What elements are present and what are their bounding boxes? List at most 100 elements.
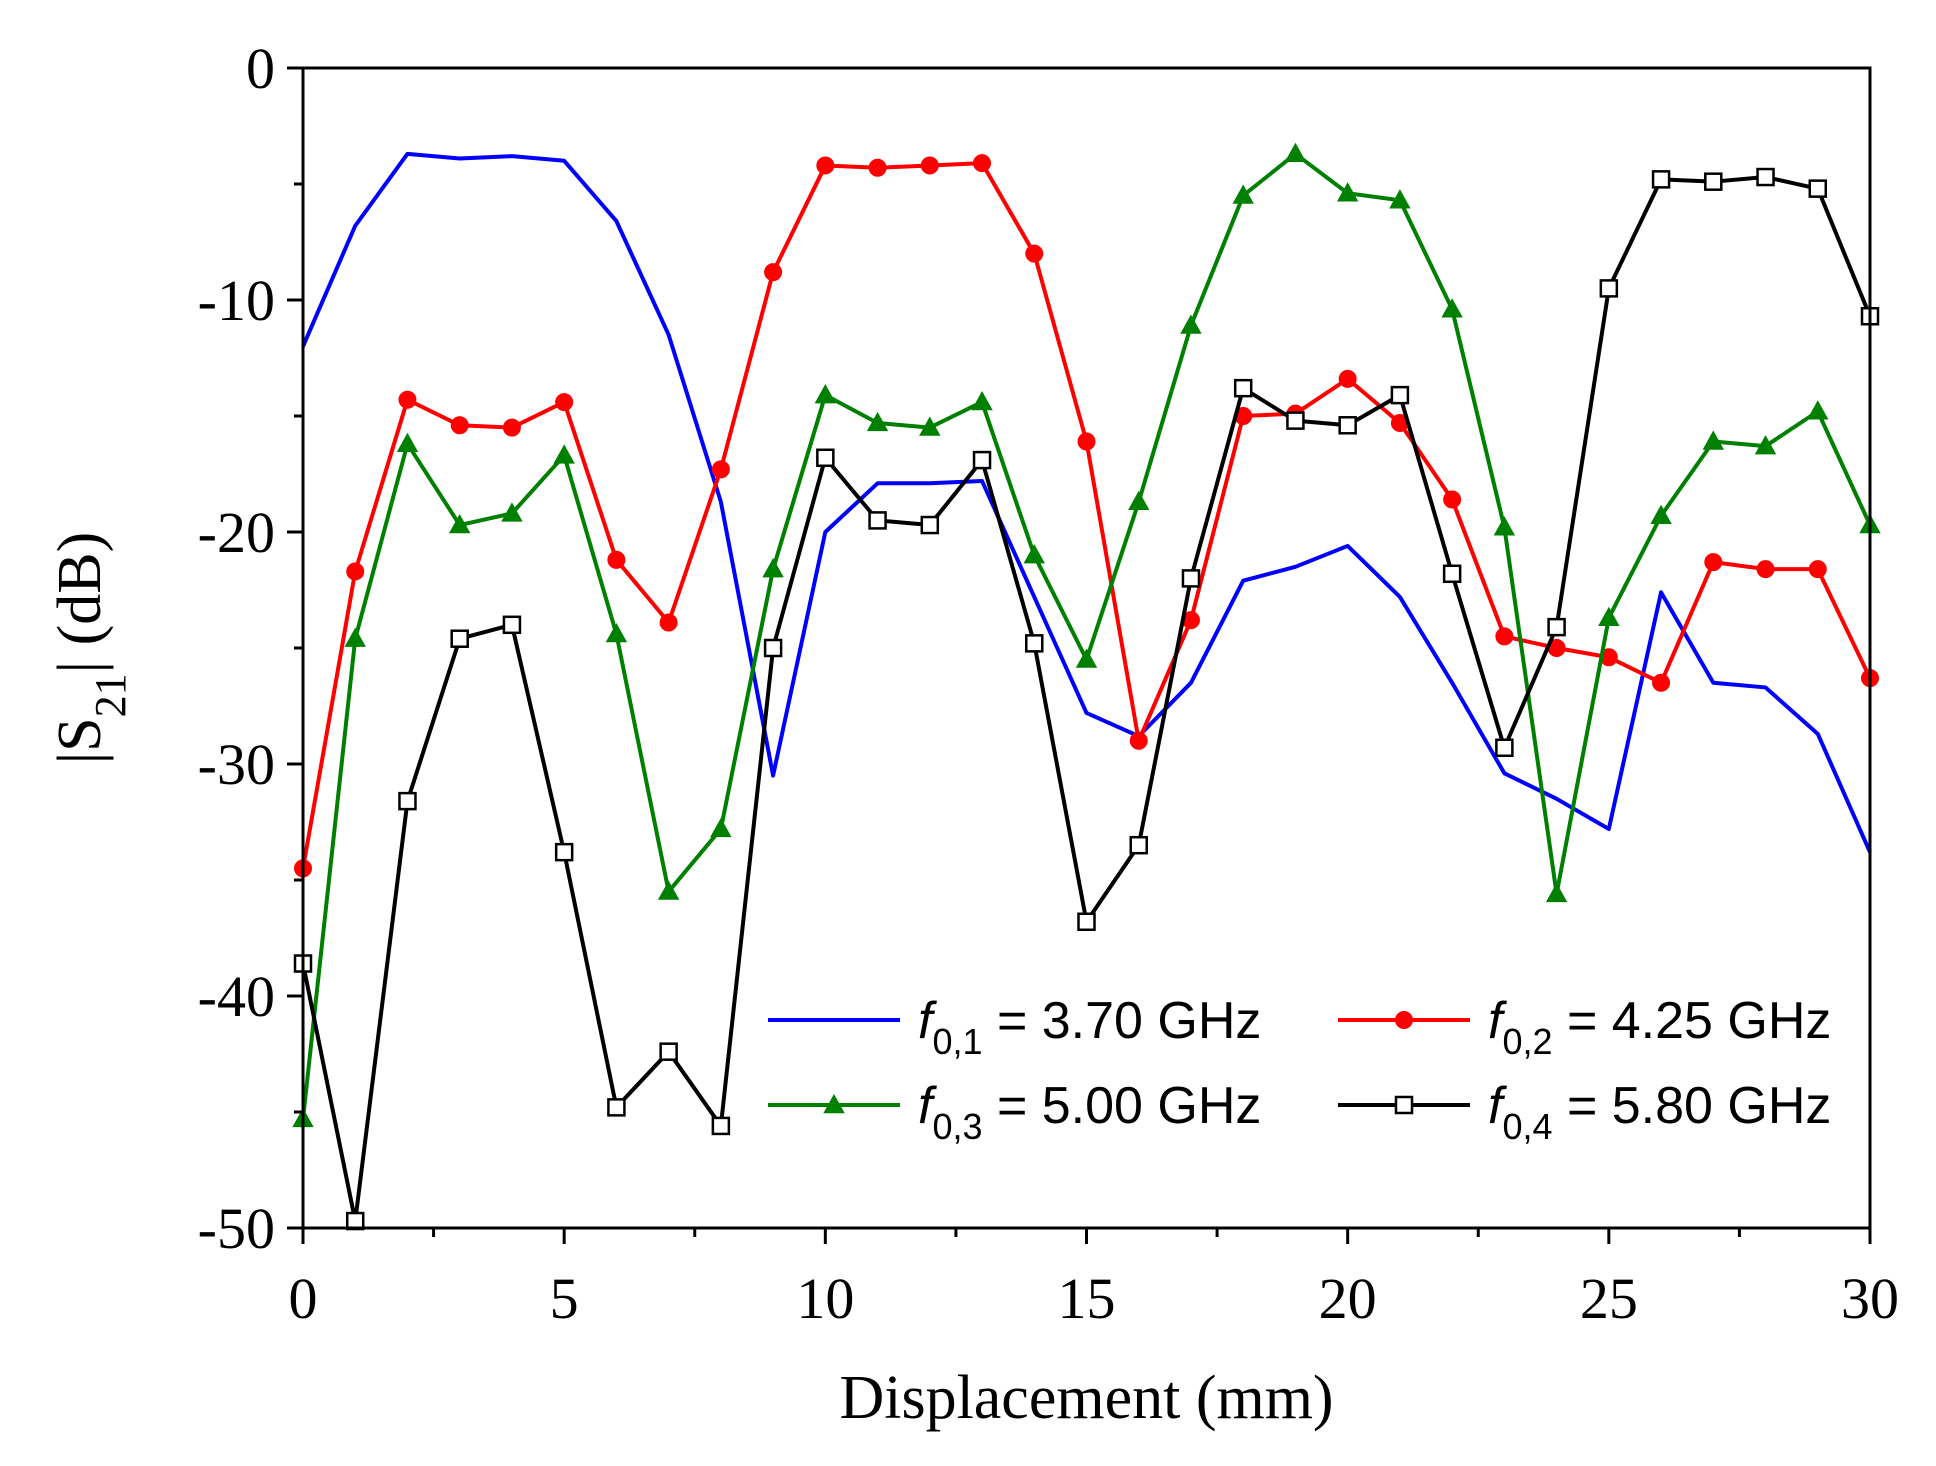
data-point — [816, 156, 835, 175]
data-point — [1652, 673, 1671, 692]
data-point — [501, 502, 523, 522]
data-point — [1286, 411, 1305, 430]
y-tick-label: -30 — [198, 732, 275, 797]
legend-item-2: f0,2 = 4.25 GHz — [1338, 992, 1831, 1062]
data-point — [1441, 298, 1463, 318]
data-point — [1077, 432, 1096, 451]
data-point — [1704, 553, 1723, 572]
x-axis-title: Displacement (mm) — [839, 1364, 1333, 1432]
legend: f0,1 = 3.70 GHz f0,2 = 4.25 GHz f0,3 = 5.0… — [768, 992, 1831, 1147]
data-point — [1181, 569, 1201, 588]
series-3 — [292, 142, 1881, 1128]
data-point — [868, 511, 887, 530]
x-tick-label: 0 — [289, 1266, 318, 1331]
data-point — [764, 263, 783, 282]
data-point — [1495, 738, 1514, 758]
data-point — [344, 627, 366, 647]
data-point — [711, 460, 730, 479]
legend-label: f0,4 = 5.80 GHz — [1488, 1077, 1831, 1147]
legend-item-3: f0,3 = 5.00 GHz — [768, 1077, 1261, 1147]
legend-swatch-marker — [1394, 1095, 1414, 1115]
data-point — [816, 448, 835, 468]
data-point — [1495, 627, 1514, 646]
legend-label: f0,1 = 3.70 GHz — [918, 992, 1261, 1062]
data-point — [1599, 279, 1619, 298]
data-point — [1023, 544, 1045, 564]
data-point — [1702, 430, 1724, 450]
data-point — [1807, 400, 1829, 420]
data-point — [607, 550, 626, 569]
data-point — [398, 791, 417, 811]
data-point — [1756, 167, 1775, 187]
data-point — [553, 444, 575, 464]
data-point — [1651, 170, 1671, 189]
y-tick-label: -50 — [198, 1196, 275, 1261]
data-point — [1128, 490, 1150, 511]
data-point — [554, 842, 574, 862]
y-axis-title: |S21| (dB) — [46, 532, 135, 764]
data-point — [763, 638, 783, 658]
data-point — [1598, 606, 1620, 627]
data-point — [1808, 179, 1828, 198]
data-point — [659, 1042, 678, 1061]
data-point — [973, 154, 992, 173]
data-point — [1443, 490, 1462, 509]
data-point — [555, 393, 574, 412]
data-point — [1545, 882, 1568, 903]
data-point — [1754, 435, 1777, 455]
y-tick-label: -40 — [198, 964, 275, 1029]
data-point — [1129, 731, 1148, 750]
data-point — [1025, 244, 1044, 263]
ticks-layer: 0 5 10 15 20 25 30 0 -10 -20 -30 -40 -50 — [198, 36, 1899, 1331]
data-point — [1704, 172, 1723, 191]
data-point — [972, 450, 992, 470]
data-point — [710, 817, 732, 838]
y-tick-label: -20 — [198, 500, 275, 565]
data-point — [814, 384, 837, 404]
data-point — [1547, 617, 1566, 637]
data-point — [502, 615, 522, 635]
y-axis-title-pre: |S — [46, 717, 114, 764]
data-point — [1233, 378, 1253, 398]
series-1 — [301, 151, 1872, 853]
data-point — [659, 613, 678, 632]
data-point — [605, 623, 628, 643]
data-point — [450, 629, 469, 648]
y-axis-title-post: | (dB) — [46, 532, 114, 674]
legend-label: f0,3 = 5.00 GHz — [918, 1077, 1261, 1147]
data-point — [762, 558, 784, 578]
legend-label: f0,2 = 4.25 GHz — [1488, 992, 1831, 1062]
data-point — [1650, 504, 1672, 524]
data-point — [920, 156, 939, 175]
data-point — [396, 432, 419, 453]
x-tick-label: 15 — [1058, 1266, 1116, 1331]
data-point — [398, 390, 417, 409]
y-tick-label: 0 — [246, 36, 275, 101]
y-axis-title-sub: 21 — [86, 673, 135, 717]
data-point — [1390, 385, 1410, 405]
data-point — [346, 562, 365, 581]
data-point — [450, 416, 469, 435]
series-line — [301, 151, 1872, 853]
data-point — [1284, 142, 1307, 163]
data-point — [920, 515, 940, 535]
x-tick-label: 30 — [1841, 1266, 1899, 1331]
data-point — [919, 416, 941, 436]
legend-swatch-marker — [1395, 1011, 1413, 1029]
series-layer — [292, 142, 1881, 1231]
data-point — [971, 391, 993, 411]
data-point — [449, 513, 471, 534]
x-tick-label: 5 — [550, 1266, 579, 1331]
data-point — [1180, 314, 1202, 334]
data-point — [711, 1116, 731, 1136]
data-point — [1336, 182, 1359, 202]
data-point — [866, 411, 889, 432]
x-tick-label: 20 — [1319, 1266, 1377, 1331]
data-point — [1389, 189, 1411, 209]
data-point — [1442, 564, 1462, 584]
data-point — [1808, 560, 1827, 579]
y-tick-label: -10 — [198, 268, 275, 333]
data-point — [1129, 835, 1148, 855]
data-point — [1077, 912, 1096, 932]
